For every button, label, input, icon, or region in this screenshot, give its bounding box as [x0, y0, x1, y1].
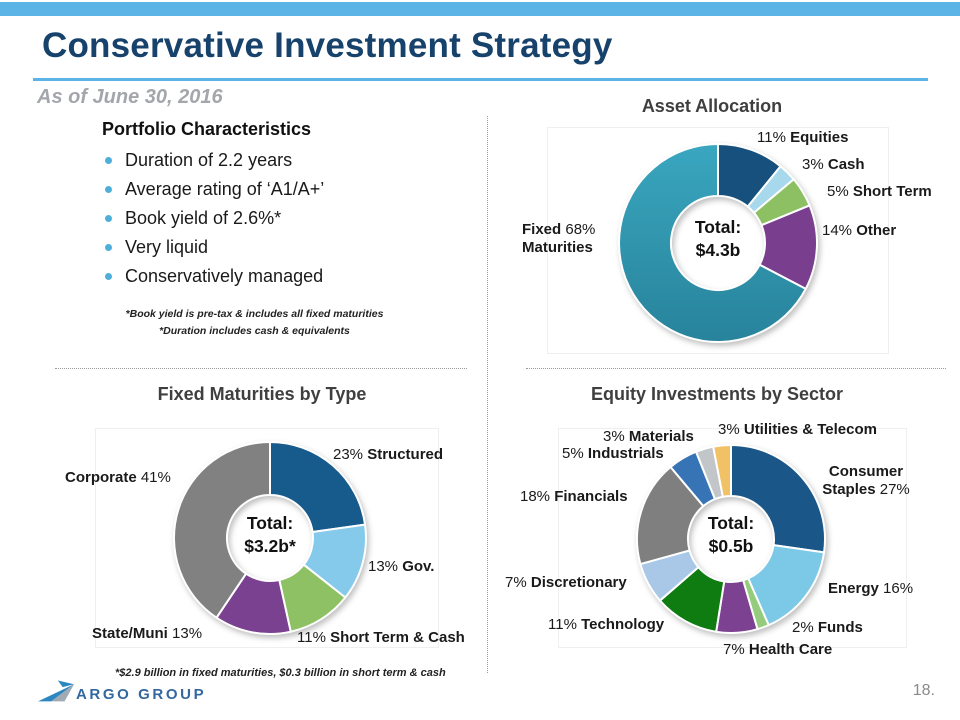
donut-slice-consumer-staples [730, 444, 826, 554]
slice-label-state-muni: State/Muni 13% [92, 625, 203, 642]
portfolio-bullet-list: Duration of 2.2 years Average rating of … [105, 151, 324, 296]
slice-label-financials: 18% Financials [520, 488, 628, 505]
asset-allocation-title: Asset Allocation [641, 96, 783, 116]
slide-subtitle: As of June 30, 2016 [37, 86, 223, 108]
slice-label-technology: 11% Technology [548, 616, 665, 633]
slice-label-short-term-cash: 11% Short Term & Cash [297, 629, 465, 646]
donut-slice-corporate [173, 441, 271, 619]
vertical-dotted-divider [487, 116, 488, 673]
bullet-icon [105, 244, 112, 251]
slide-footnote: *$2.9 billion in fixed maturities, $0.3 … [115, 667, 446, 679]
fixed-maturities-title: Fixed Maturities by Type [157, 384, 367, 404]
slice-label-structured: 23% Structured [333, 446, 444, 463]
asset-allocation-donut [618, 143, 818, 343]
slice-label-health-care: 7% Health Care [723, 641, 833, 658]
bullet-text: Duration of 2.2 years [125, 150, 293, 170]
footnote-line: *Duration includes cash & equivalents [159, 325, 350, 337]
slice-label-equities: 11% Equities [757, 129, 849, 146]
horizontal-dotted-divider-left [55, 368, 467, 369]
slice-label-corporate: Corporate 41% [65, 469, 171, 486]
slice-label-cash: 3% Cash [802, 156, 865, 173]
slice-label-gov: 13% Gov. [368, 558, 435, 575]
horizontal-dotted-divider-right [526, 368, 946, 369]
bullet-text: Average rating of ‘A1/A+’ [125, 179, 325, 199]
donut-slice-financials [636, 465, 705, 566]
equity-investments-center-label: Total: $0.5b [707, 513, 755, 556]
portfolio-heading: Portfolio Characteristics [102, 119, 312, 139]
portfolio-footnotes: *Book yield is pre-tax & includes all fi… [82, 306, 427, 340]
asset-allocation-center-label: Total: $4.3b [694, 217, 742, 260]
slice-label-discretionary: 7% Discretionary [505, 574, 627, 591]
bullet-item: Duration of 2.2 years [105, 150, 324, 170]
bullet-item: Average rating of ‘A1/A+’ [105, 179, 325, 199]
slice-label-short-term: 5% Short Term [827, 183, 932, 200]
equity-investments-donut [636, 444, 826, 634]
bullet-icon [105, 215, 112, 222]
slice-label-fixed-maturities: Fixed 68% Maturities [522, 221, 596, 256]
slice-label-materials: 3% Materials [603, 428, 694, 445]
donut-slice-structured [269, 441, 367, 533]
fixed-maturities-center-label: Total: $3.2b* [244, 513, 296, 556]
bullet-text: Conservatively managed [125, 266, 324, 286]
donut-slice-fixed-maturities [618, 143, 807, 343]
slice-label-consumer-staples: Consumer Staples 27% [822, 463, 910, 498]
slice-label-energy: Energy 16% [828, 580, 914, 597]
slide-title: Conservative Investment Strategy [42, 26, 613, 65]
title-underline [33, 78, 928, 81]
fixed-maturities-donut [173, 441, 367, 635]
slice-label-industrials: 5% Industrials [562, 445, 664, 462]
donut-slice-utilities-telecom [712, 444, 732, 498]
slice-label-utilities-telecom: 3% Utilities & Telecom [718, 421, 877, 438]
bullet-text: Book yield of 2.6%* [125, 208, 282, 228]
top-accent-bar [0, 2, 960, 16]
bullet-icon [105, 186, 112, 193]
bullet-item: Very liquid [105, 237, 324, 257]
bullet-icon [105, 273, 112, 280]
bullet-item: Conservatively managed [105, 266, 324, 286]
equity-investments-title: Equity Investments by Sector [590, 384, 844, 404]
slice-label-other: 14% Other [822, 222, 897, 239]
footnote-line: *Book yield is pre-tax & includes all fi… [125, 308, 384, 320]
argo-group-logo-text: ARGO GROUP [76, 686, 207, 703]
page-number: 18. [912, 682, 935, 699]
argo-group-logo-icon [37, 680, 75, 702]
bullet-text: Very liquid [125, 237, 209, 257]
bullet-item: Book yield of 2.6%* [105, 208, 324, 228]
bullet-icon [105, 157, 112, 164]
slice-label-funds: 2% Funds [792, 619, 863, 636]
